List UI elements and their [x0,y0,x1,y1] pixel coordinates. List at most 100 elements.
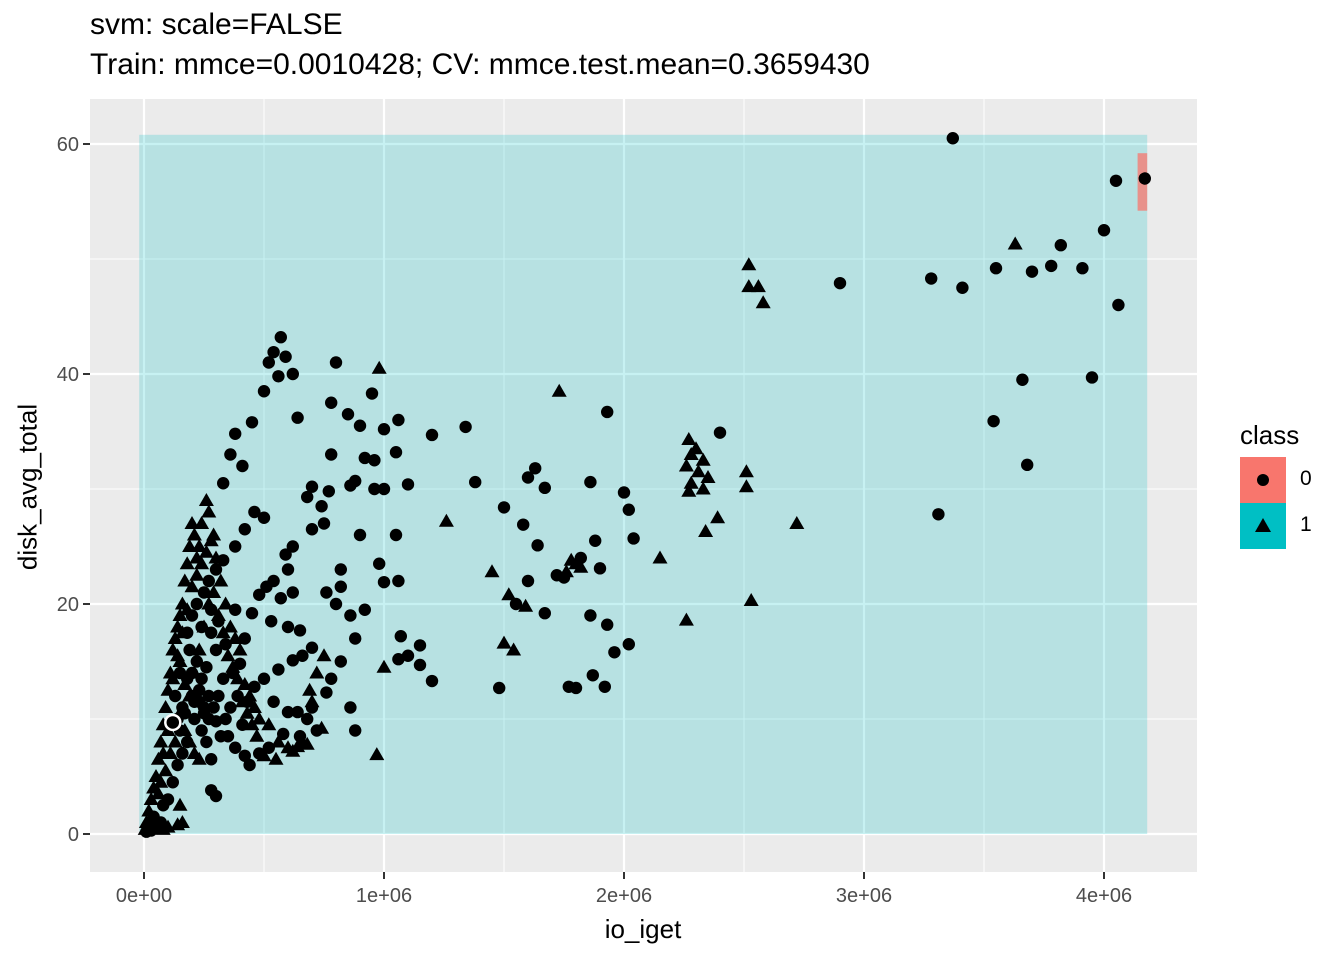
grid-minor [90,99,1197,872]
point-class-0 [956,281,969,294]
point-class-0 [229,741,242,754]
point-class-1 [506,642,522,656]
point-class-0 [265,615,278,628]
point-class-0 [377,423,391,436]
point-class-0 [1138,172,1152,185]
point-class-0 [200,735,213,749]
legend-label: 0 [1300,467,1312,490]
point-class-0 [253,588,266,601]
point-class-0 [389,446,403,459]
legend-key-triangle-icon [1240,503,1286,549]
legend-item-0: 0 [1240,457,1340,503]
point-class-0 [195,724,208,737]
point-class-1 [182,688,198,702]
point-class-1 [251,711,267,725]
point-class-0 [173,666,187,680]
point-class-1 [371,360,387,374]
point-class-1 [755,295,771,309]
point-class-0 [262,356,275,369]
point-class-1 [210,608,226,621]
point-class-0 [365,387,379,400]
y-axis-title: disk_avg_total [12,403,43,571]
point-class-0 [713,426,727,439]
point-class-0 [286,586,299,599]
point-class-0 [224,701,237,714]
point-class-1 [222,619,238,633]
point-class-1 [302,682,318,696]
legend: class 0 1 [1240,420,1340,549]
point-class-0 [425,674,439,688]
point-class-0 [334,563,347,576]
point-class-1 [710,510,726,524]
point-class-1 [789,516,805,529]
point-class-0 [281,563,295,576]
point-class-0 [1109,174,1123,187]
legend-item-1: 1 [1240,503,1340,549]
point-class-1 [750,279,766,293]
point-class-0 [238,523,251,536]
point-class-1 [234,694,250,708]
point-class-0 [598,680,611,693]
point-class-0 [229,427,242,440]
point-class-0 [193,684,206,697]
point-class-0 [245,416,259,429]
legend-title: class [1240,420,1300,450]
point-class-1 [138,815,154,828]
point-class-0 [286,540,299,553]
point-class-1 [496,635,512,649]
point-class-0 [368,482,381,496]
point-class-0 [219,712,232,726]
point-class-0 [529,462,542,475]
point-class-1 [741,279,757,293]
point-class-0 [320,686,333,699]
point-class-0 [286,367,299,381]
point-class-1 [743,593,759,607]
point-class-0 [593,562,607,575]
point-class-1 [563,552,579,566]
point-class-0 [925,272,938,285]
point-class-0 [291,411,304,424]
point-class-0 [459,420,472,434]
point-class-1 [150,786,166,800]
point-class-0 [349,632,362,645]
point-class-0 [229,540,242,553]
point-class-1 [162,746,178,759]
point-class-1 [191,642,207,656]
point-class-0 [229,603,242,616]
point-class-1 [299,736,315,750]
point-class-0 [1076,262,1089,275]
point-class-1 [683,447,699,460]
point-class-1 [137,821,153,835]
point-class-0 [601,405,614,419]
point-class-0 [946,132,959,145]
point-class-0 [932,508,945,521]
point-class-0 [209,643,223,657]
point-class-1 [220,648,236,662]
point-class-0 [353,419,367,432]
point-class-0 [329,356,343,369]
point-class-0 [413,639,427,652]
legend-label: 1 [1300,513,1312,536]
point-class-0 [274,331,287,344]
y-axis: 0 20 40 60 [57,134,90,846]
point-class-1 [518,598,534,612]
point-class-1 [1007,236,1023,250]
point-class-0 [296,649,309,662]
point-class-0 [622,503,635,516]
point-class-1 [239,705,255,719]
point-class-0 [281,620,295,634]
point-class-1 [153,774,169,788]
point-class-0 [1020,458,1034,472]
point-class-0 [305,523,319,536]
point-class-1 [141,803,157,817]
x-axis-title: io_iget [604,914,682,944]
point-class-0 [368,454,381,467]
point-class-0 [394,630,407,643]
point-class-0 [622,638,635,651]
point-class-0 [325,396,338,409]
point-class-0 [358,603,371,616]
point-class-0 [209,563,223,576]
point-class-0 [509,597,523,611]
point-class-1 [232,642,248,656]
